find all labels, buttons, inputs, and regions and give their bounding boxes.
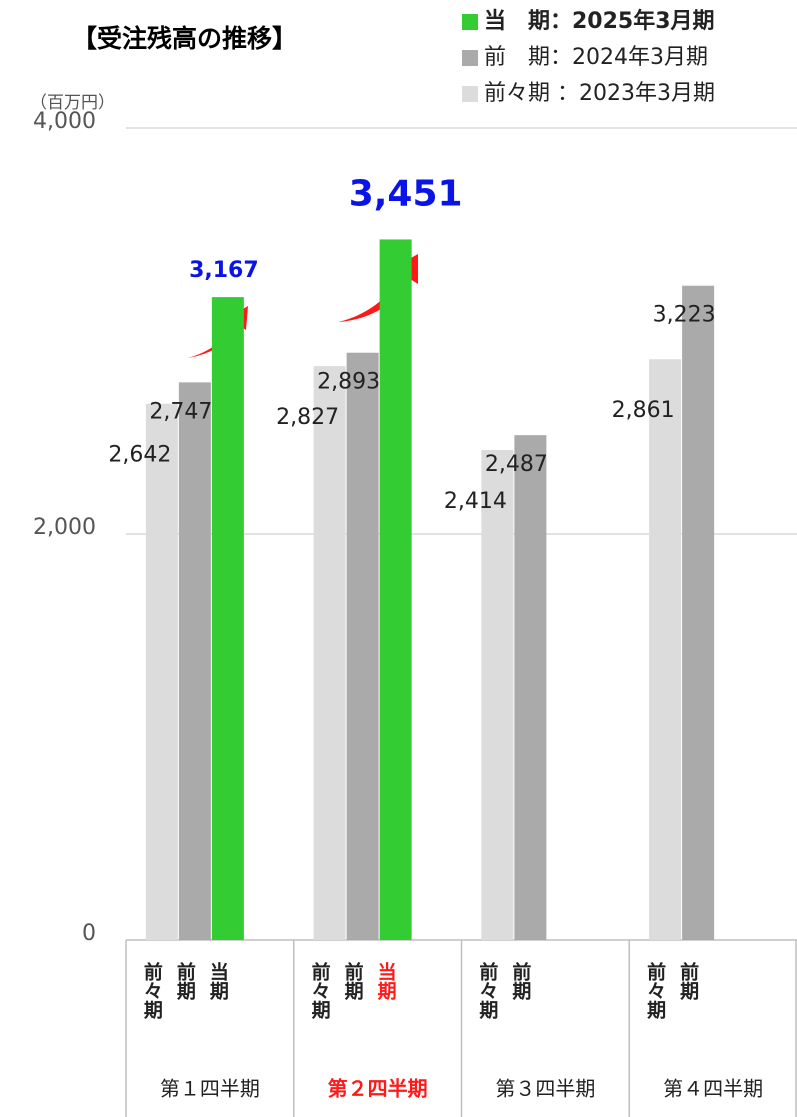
data-label: 3,223 bbox=[653, 303, 716, 328]
bar bbox=[178, 382, 211, 940]
legend-label: 前 期：2024年3月期 bbox=[484, 45, 708, 70]
chart-title: 【受注残高の推移】 bbox=[72, 24, 297, 53]
bar-label: 前々期 bbox=[644, 961, 666, 1020]
x-tick-label: 第３四半期 bbox=[495, 1077, 595, 1101]
bar bbox=[211, 297, 244, 940]
bar-label: 当期 bbox=[207, 961, 229, 1001]
y-tick-label: 4,000 bbox=[33, 109, 96, 134]
bar-label: 当期 bbox=[375, 961, 397, 1001]
bar bbox=[145, 403, 178, 940]
y-tick-label: 0 bbox=[82, 921, 96, 946]
data-label: 3,167 bbox=[189, 258, 259, 283]
x-tick-label: 第１四半期 bbox=[160, 1077, 260, 1101]
legend-label: 前々期 ：2023年3月期 bbox=[484, 81, 715, 106]
bar-label: 前期 bbox=[342, 961, 364, 1001]
legend-label: 当 期：2025年3月期 bbox=[484, 8, 715, 34]
x-tick-label: 第４四半期 bbox=[663, 1077, 763, 1101]
bar bbox=[346, 352, 379, 940]
data-label: 2,827 bbox=[276, 405, 339, 430]
data-label: 2,893 bbox=[317, 370, 380, 395]
bar bbox=[481, 449, 514, 940]
x-tick-label: 第２四半期 bbox=[328, 1077, 428, 1101]
bar bbox=[379, 239, 412, 940]
legend-swatch bbox=[462, 50, 478, 66]
data-label: 2,642 bbox=[108, 443, 171, 468]
legend-swatch bbox=[462, 14, 478, 30]
data-label: 2,414 bbox=[444, 489, 507, 514]
legend-swatch bbox=[462, 86, 478, 102]
bar bbox=[649, 359, 682, 940]
data-label: 2,747 bbox=[149, 399, 212, 424]
bar-label: 前期 bbox=[509, 961, 531, 1001]
bar bbox=[682, 285, 715, 941]
bar bbox=[514, 435, 547, 940]
bar-label: 前々期 bbox=[476, 961, 498, 1020]
bar-label: 前々期 bbox=[141, 961, 163, 1020]
data-label: 3,451 bbox=[349, 173, 463, 214]
y-tick-label: 2,000 bbox=[33, 515, 96, 540]
bar-label: 前期 bbox=[174, 961, 196, 1001]
bar bbox=[313, 366, 346, 940]
bar-label: 前期 bbox=[677, 961, 699, 1001]
data-label: 2,487 bbox=[485, 452, 548, 477]
data-label: 2,861 bbox=[612, 398, 675, 423]
bar-label: 前々期 bbox=[309, 961, 331, 1020]
y-unit: （百万円） bbox=[30, 93, 115, 113]
